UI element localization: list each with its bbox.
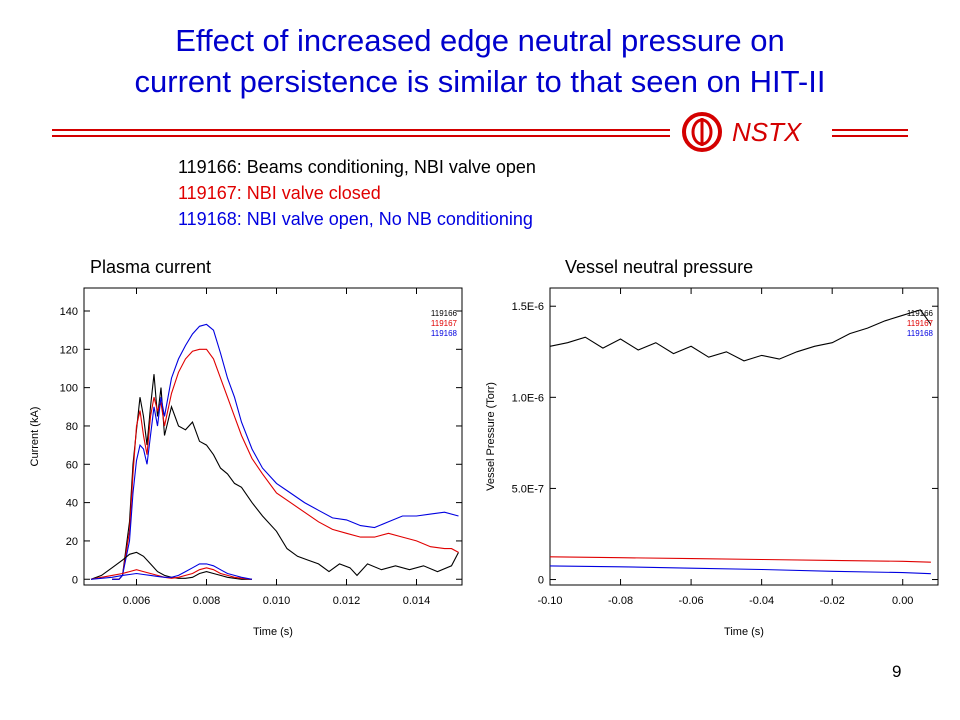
left-legend-entry-119167: 119167 — [431, 319, 458, 328]
shot-119168-label: 119168: NBI valve open, No NB conditioni… — [178, 209, 533, 229]
page-number: 9 — [892, 662, 902, 681]
plasma-current-chart: 0.006 0.008 0.010 0.012 0.014 0 20 40 60 80 100 120… — [29, 287, 463, 638]
left-series-2-line — [112, 323, 459, 580]
shot-legend: 119166: Beams conditioning, NBI valve op… — [178, 154, 536, 232]
right-x-tick-label: 0.00 — [892, 595, 913, 607]
logo-ring — [682, 112, 722, 152]
right-series-0-line — [549, 309, 932, 362]
right-x-tick-label: -0.06 — [679, 595, 704, 607]
right-x-axis-label: Time (s) — [724, 626, 764, 638]
vessel-pressure-chart: -0.10 -0.08 -0.06 -0.04 -0.02 0.00 0 5.0E-7 1.0E… — [485, 287, 939, 638]
left-panel-title: Plasma current — [90, 257, 212, 277]
left-plot-frame — [83, 287, 463, 586]
header-rule-right-bottom — [832, 135, 908, 137]
right-legend-entry-119168: 119168 — [907, 329, 934, 338]
title-line-1: Effect of increased edge neutral pressur… — [175, 23, 785, 58]
right-x-tick-label: -0.08 — [608, 595, 633, 607]
left-y-tick-label: 100 — [60, 383, 78, 395]
left-legend-entry-119168: 119168 — [431, 329, 458, 338]
right-legend-entry-119167: 119167 — [907, 319, 934, 328]
right-series-2-line — [549, 565, 931, 575]
right-y-tick-label: 1.0E-6 — [512, 392, 544, 404]
left-x-axis-label: Time (s) — [253, 626, 293, 638]
right-x-tick-label: -0.02 — [820, 595, 845, 607]
left-y-tick-label: 80 — [66, 421, 78, 433]
left-x-tick-label: 0.008 — [193, 595, 221, 607]
left-y-tick-label: 0 — [72, 574, 78, 586]
shot-119167-label: 119167: NBI valve closed — [178, 183, 381, 203]
right-plot-frame — [549, 287, 939, 586]
slide-title: Effect of increased edge neutral pressur… — [0, 20, 960, 102]
header-rule-right-top — [832, 129, 908, 131]
left-x-tick-label: 0.006 — [123, 595, 151, 607]
right-series-1-line — [549, 556, 931, 563]
right-y-tick-label: 0 — [538, 575, 544, 587]
left-legend-entry-119166: 119166 — [431, 309, 458, 318]
right-y-axis-label: Vessel Pressure (Torr) — [485, 382, 497, 491]
left-x-tick-label: 0.012 — [333, 595, 361, 607]
right-x-tick-label: -0.04 — [749, 595, 774, 607]
shot-119166-label: 119166: Beams conditioning, NBI valve op… — [178, 157, 536, 177]
nstx-logo: NSTX — [682, 112, 803, 152]
right-legend-entry-119166: 119166 — [907, 309, 934, 318]
header-rule-left-bottom — [52, 135, 670, 137]
left-series-1-line — [112, 348, 459, 580]
right-y-tick-label: 1.5E-6 — [512, 301, 544, 313]
header-rule-left-top — [52, 129, 670, 131]
right-panel-title: Vessel neutral pressure — [565, 257, 754, 277]
left-x-tick-label: 0.010 — [263, 595, 291, 607]
left-y-tick-label: 120 — [60, 344, 78, 356]
left-x-tick-label: 0.014 — [403, 595, 431, 607]
left-y-tick-label: 40 — [66, 498, 78, 510]
left-series-0-line — [112, 374, 459, 580]
logo-text: NSTX — [732, 117, 803, 147]
left-y-tick-label: 140 — [60, 306, 78, 318]
right-y-tick-label: 5.0E-7 — [512, 483, 544, 495]
left-y-axis-label: Current (kA) — [29, 407, 41, 467]
left-series-4-line — [90, 567, 253, 580]
right-x-tick-label: -0.10 — [537, 595, 562, 607]
left-y-tick-label: 20 — [66, 536, 78, 548]
left-y-tick-label: 60 — [66, 459, 78, 471]
title-line-2: current persistence is similar to that s… — [134, 64, 826, 99]
left-series-5-line — [90, 563, 253, 580]
